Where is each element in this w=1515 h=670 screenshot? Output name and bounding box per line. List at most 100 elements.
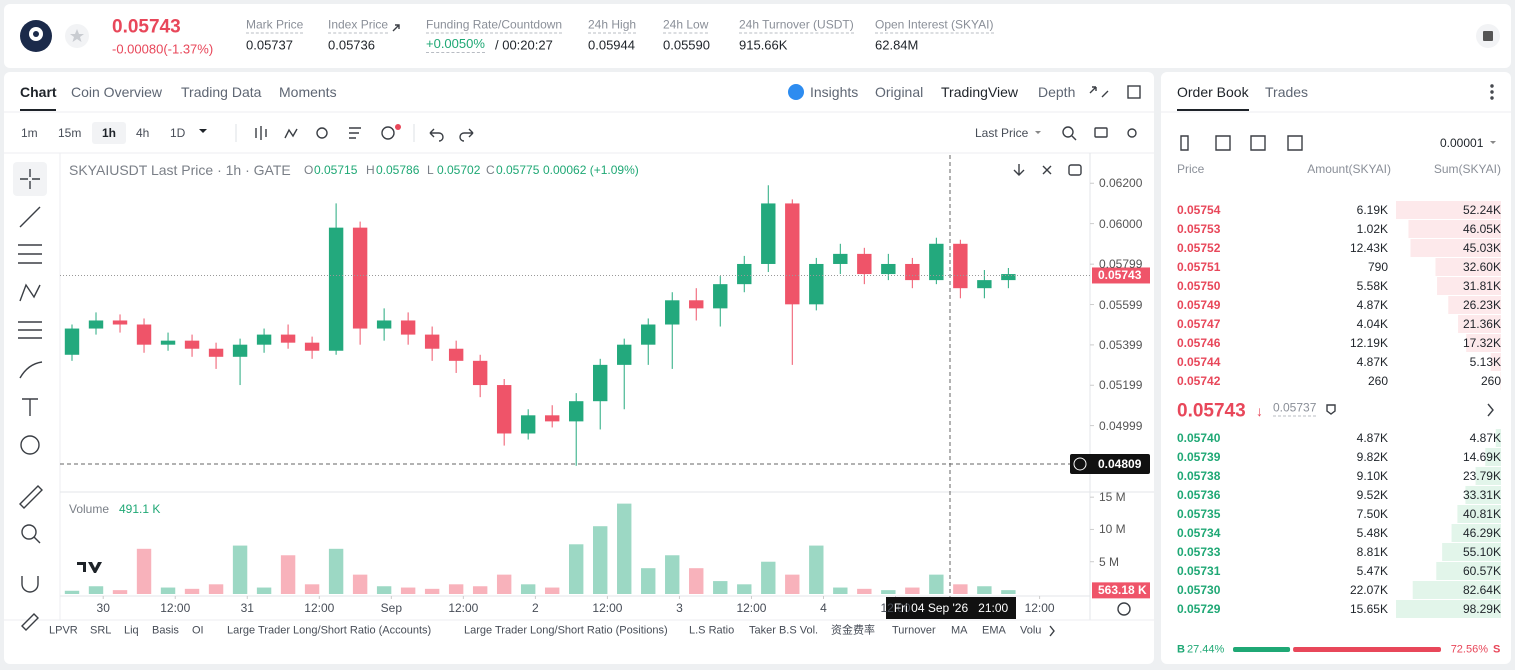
crosshair-price-label: 0.04809 (1098, 456, 1142, 471)
ob-price: 0.05746 (1177, 336, 1221, 350)
volume-bar (665, 555, 680, 594)
price-change: -0.00080(-1.37%) (112, 41, 214, 57)
volume-tick-label: 10 M (1099, 522, 1126, 537)
x-tick-label: Sep (380, 601, 403, 615)
ob-price: 0.05730 (1177, 583, 1221, 597)
volume-bar (905, 587, 920, 594)
volume-legend-value: 491.1 K (119, 502, 161, 516)
chart-tab[interactable]: Trading Data (181, 84, 262, 100)
indicator[interactable]: MA (951, 624, 968, 637)
indicator[interactable]: L.S Ratio (689, 624, 735, 637)
indicator[interactable]: Large Trader Long/Short Ratio (Positions… (464, 624, 668, 637)
interval[interactable]: 1D (170, 126, 186, 140)
mid-arrow: ↓ (1256, 403, 1263, 419)
ob-sum: 32.60K (1462, 260, 1501, 274)
indicator[interactable]: Large Trader Long/Short Ratio (Accounts) (227, 624, 432, 637)
chart-tab[interactable]: Coin Overview (71, 84, 163, 100)
candle-body (617, 344, 632, 365)
depth-bar (1396, 600, 1501, 618)
ob-amount: 4.87K (1356, 431, 1388, 445)
candle-body (304, 342, 320, 351)
indicator[interactable]: LPVR (49, 624, 78, 637)
volume-bar (881, 590, 896, 594)
indicator[interactable]: Basis (152, 624, 179, 637)
indicator[interactable]: 资金费率 (831, 624, 875, 637)
last-volume-label: 563.18 K (1098, 583, 1147, 598)
ob-amount: 5.58K (1356, 279, 1388, 293)
ob-tab[interactable]: Trades (1265, 84, 1309, 100)
view-tab[interactable]: Original (875, 84, 924, 100)
insights-icon (788, 84, 804, 100)
candle-body (280, 334, 296, 343)
ob-sum: 46.05K (1462, 222, 1501, 236)
stat-label: Index Price (328, 17, 389, 34)
external-icon (392, 24, 400, 32)
ob-price: 0.05750 (1177, 279, 1221, 293)
ob-sum: 55.10K (1462, 545, 1501, 559)
sell-ratio: 72.56% (1450, 643, 1488, 656)
indicator[interactable]: Taker B.S Vol. (749, 624, 819, 637)
indicator[interactable]: SRL (90, 624, 112, 637)
volume-bar (641, 568, 656, 594)
stat-value: 0.05736 (328, 37, 375, 53)
volume-bar (689, 568, 704, 594)
depth-bar (1465, 486, 1501, 504)
ob-tab[interactable]: Order Book (1177, 84, 1249, 100)
indicator[interactable]: Turnover (892, 624, 936, 637)
ohlc-change: 0.00062 (+1.09%) (543, 163, 639, 177)
ob-amount: 9.82K (1356, 450, 1388, 464)
volume-bar (833, 587, 848, 594)
volume-bar (472, 586, 488, 594)
indicator[interactable]: EMA (982, 624, 1006, 637)
volume-bar (280, 555, 296, 594)
stat-label: Open Interest (SKYAI) (875, 17, 994, 34)
chart-tab[interactable]: Chart (20, 84, 57, 100)
x-tick-label: 3 (676, 601, 683, 615)
ob-amount: 9.52K (1356, 488, 1388, 502)
ob-sum: 60.57K (1462, 564, 1501, 578)
indicator[interactable]: Liq (124, 624, 139, 637)
volume-bar (857, 588, 872, 594)
chart-tab[interactable]: Moments (279, 84, 337, 100)
buy-ratio-bar (1233, 647, 1291, 652)
ob-amount: 15.65K (1349, 602, 1388, 616)
stat-value: 0.05590 (663, 37, 710, 53)
view-tab[interactable]: Insights (810, 84, 859, 100)
tv-logo-bg (70, 552, 106, 580)
depth-bar (1442, 543, 1501, 561)
view-tab[interactable]: TradingView (941, 84, 1019, 100)
candle-body (64, 328, 80, 355)
candle-body (208, 348, 224, 357)
view-tab[interactable]: Depth (1038, 84, 1076, 100)
volume-bar (136, 548, 152, 594)
indicator[interactable]: Volu (1020, 624, 1042, 637)
indicator[interactable]: OI (192, 624, 204, 637)
stat-label: Funding Rate/Countdown (426, 17, 563, 34)
candle-body (568, 401, 584, 422)
ob-price: 0.05749 (1177, 298, 1221, 312)
candle-body (256, 334, 272, 345)
candle-body (232, 344, 248, 357)
sell-ratio-bar (1293, 647, 1441, 652)
volume-bar (304, 584, 320, 594)
candle-body (785, 203, 800, 305)
volume-bar (160, 587, 176, 594)
stat-value: 0.05944 (588, 37, 635, 53)
precision[interactable]: 0.00001 (1440, 136, 1484, 150)
interval[interactable]: 1m (21, 126, 38, 140)
last-price: 0.05743 (112, 16, 181, 38)
ohlc-key: C (486, 163, 495, 177)
ob-price: 0.05736 (1177, 488, 1221, 502)
volume-bar (400, 587, 416, 594)
price-type[interactable]: Last Price (975, 126, 1029, 140)
interval[interactable]: 1h (102, 126, 117, 140)
interval[interactable]: 4h (136, 126, 150, 140)
interval[interactable]: 15m (58, 126, 82, 140)
candle-body (809, 263, 824, 305)
ob-sum: 23.79K (1462, 469, 1501, 483)
candle-body (472, 360, 488, 386)
stat-label: Mark Price (246, 17, 304, 34)
volume-tick-label: 5 M (1099, 554, 1120, 569)
candle-body (593, 364, 608, 402)
ohlc-value: 0.05775 (496, 163, 540, 177)
